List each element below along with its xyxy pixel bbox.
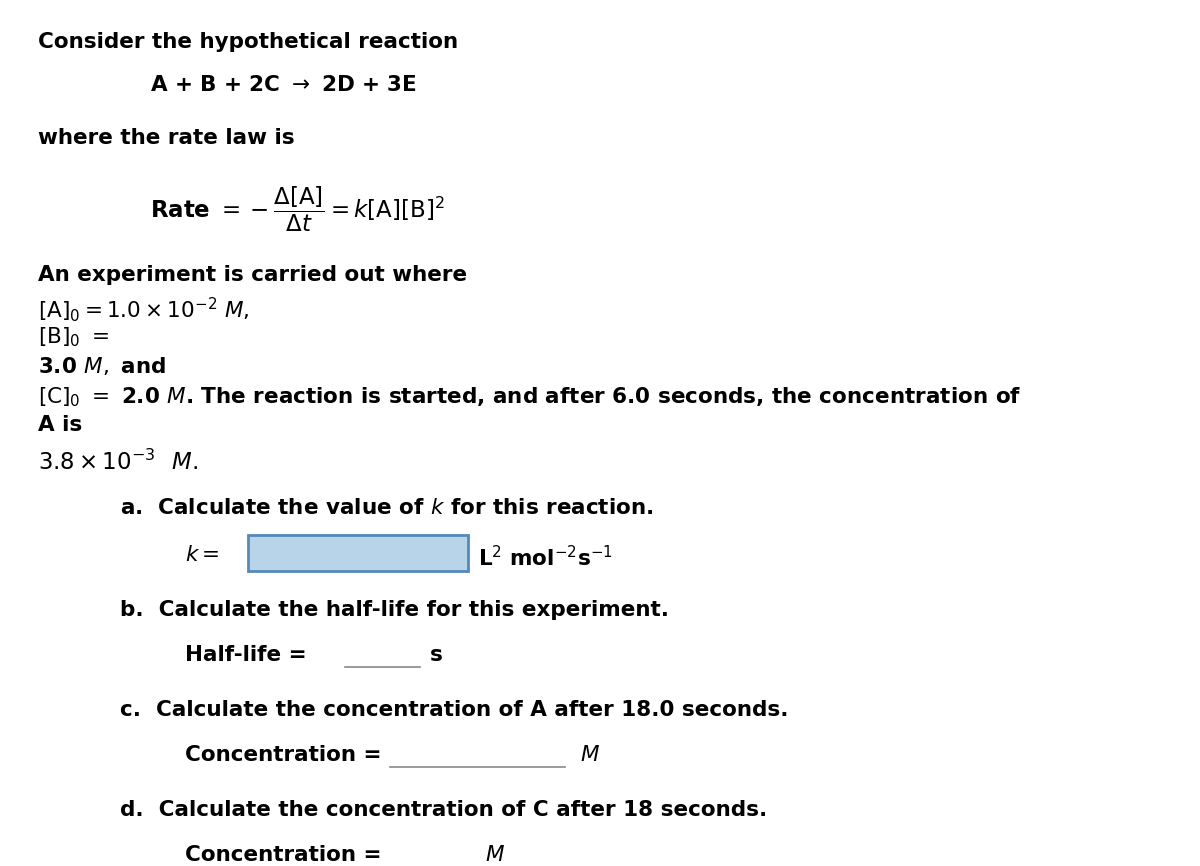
Text: Concentration =: Concentration =	[185, 845, 382, 865]
Text: $\mathit{M}$: $\mathit{M}$	[485, 845, 505, 865]
Text: Half-life =: Half-life =	[185, 645, 307, 665]
Text: $[\mathrm{B}]_0\ =$: $[\mathrm{B}]_0\ =$	[38, 325, 109, 349]
Text: s: s	[430, 645, 443, 665]
Text: c.  Calculate the concentration of A after 18.0 seconds.: c. Calculate the concentration of A afte…	[120, 700, 788, 720]
Text: $\mathit{M}$: $\mathit{M}$	[580, 745, 600, 765]
Text: Concentration =: Concentration =	[185, 745, 382, 765]
Text: An experiment is carried out where: An experiment is carried out where	[38, 265, 467, 285]
Text: $k =$: $k =$	[185, 545, 220, 565]
Text: $[\mathrm{A}]_0 = 1.0 \times 10^{-2}\ \mathit{M},$: $[\mathrm{A}]_0 = 1.0 \times 10^{-2}\ \m…	[38, 295, 250, 324]
Bar	[248, 535, 468, 571]
Text: L$^2$ mol$^{-2}$s$^{-1}$: L$^2$ mol$^{-2}$s$^{-1}$	[478, 545, 613, 570]
Text: b.  Calculate the half-life for this experiment.: b. Calculate the half-life for this expe…	[120, 600, 670, 620]
Text: A + B + 2C $\rightarrow$ 2D + 3E: A + B + 2C $\rightarrow$ 2D + 3E	[150, 75, 416, 95]
Text: d.  Calculate the concentration of C after 18 seconds.: d. Calculate the concentration of C afte…	[120, 800, 767, 820]
Text: A is: A is	[38, 415, 83, 435]
Text: a.  Calculate the value of $k$ for this reaction.: a. Calculate the value of $k$ for this r…	[120, 498, 654, 518]
Text: where the rate law is: where the rate law is	[38, 128, 295, 148]
Text: 3.0 $\mathit{M},$ and: 3.0 $\mathit{M},$ and	[38, 355, 166, 377]
Text: Consider the hypothetical reaction: Consider the hypothetical reaction	[38, 32, 458, 52]
Text: Rate $= -\dfrac{\Delta[\mathrm{A}]}{\Delta t} = k[\mathrm{A}][\mathrm{B}]^2$: Rate $= -\dfrac{\Delta[\mathrm{A}]}{\Del…	[150, 185, 445, 234]
Text: $[\mathrm{C}]_0\ =$ 2.0 $\mathit{M}$. The reaction is started, and after 6.0 sec: $[\mathrm{C}]_0\ =$ 2.0 $\mathit{M}$. Th…	[38, 385, 1021, 409]
Text: $3.8 \times 10^{-3}$  $\mathit{M}.$: $3.8 \times 10^{-3}$ $\mathit{M}.$	[38, 450, 198, 475]
